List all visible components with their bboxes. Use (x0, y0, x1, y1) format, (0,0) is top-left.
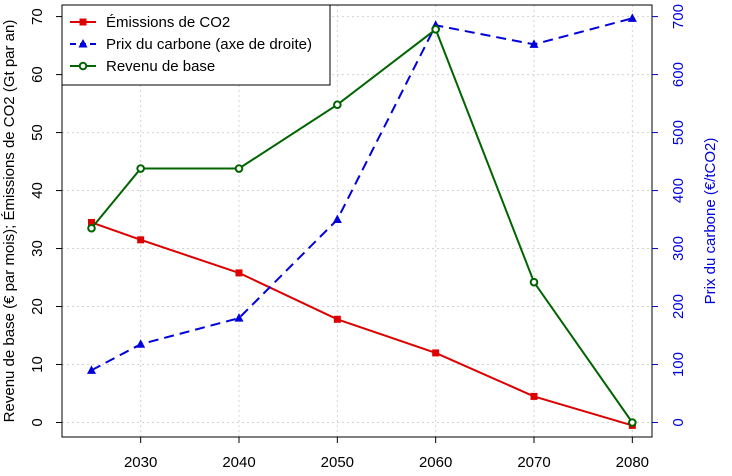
legend-marker (79, 18, 87, 26)
y2-tick-label: 700 (670, 4, 687, 29)
y-tick-label: 30 (29, 240, 46, 257)
series-basic-income-point (333, 100, 342, 110)
series-basic-income-point (628, 418, 637, 427)
series-layer (87, 13, 637, 429)
series-carbon-price-point (234, 313, 244, 322)
legend-box (61, 4, 331, 86)
y-tick-label: 60 (29, 66, 46, 83)
x-tick-label: 2030 (124, 454, 157, 471)
series-emissions-point (530, 392, 538, 400)
series-basic-income-point (234, 164, 244, 173)
series-carbon-price-point (627, 13, 637, 22)
y-tick-label: 20 (29, 298, 46, 315)
x-tick-label: 2080 (616, 454, 649, 471)
legend-label-basic-income: Revenu de base (106, 58, 215, 75)
series-emissions-point (137, 236, 145, 244)
x-tick-label: 2040 (222, 454, 255, 471)
y2-tick-label: 200 (670, 294, 687, 319)
series-emissions-point (235, 269, 243, 277)
series-carbon-price-point (136, 339, 146, 348)
y2-tick-label: 400 (670, 178, 687, 203)
series-basic-income-point (529, 277, 539, 287)
series-basic-income-point (87, 223, 96, 233)
y2-tick-label: 100 (670, 352, 687, 377)
y-tick-label: 40 (29, 182, 46, 199)
series-basic-income-point (136, 164, 145, 173)
y2-tick-label: 600 (670, 62, 687, 87)
series-basic-income-point (431, 25, 440, 34)
series-carbon-price-point (87, 365, 96, 374)
x-tick-label: 2050 (321, 454, 354, 471)
y-tick-label: 0 (29, 418, 46, 426)
legend-label-carbon-price: Prix du carbone (axe de droite) (106, 36, 312, 53)
y2-tick-label: 0 (670, 418, 687, 426)
x-tick-label: 2060 (419, 454, 452, 471)
series-basic-income (87, 25, 637, 427)
series-emissions-point (88, 218, 95, 226)
legend: Émissions de CO2 Prix du carbone (axe de… (61, 4, 331, 86)
y-tick-label: 10 (29, 356, 46, 373)
x-tick-label: 2070 (517, 454, 550, 471)
legend-marker (78, 61, 88, 71)
y2-axis-title: Prix du carbone (€/tCO2) (702, 138, 719, 305)
plot-frame (61, 4, 653, 438)
y2-tick-label: 500 (670, 120, 687, 145)
y-axis-title: Revenu de base (€ par mois); Émissions d… (1, 20, 18, 423)
axes: 2030 2040 2050 2060 2070 20800102030405060700… (29, 4, 687, 471)
y2-tick-label: 300 (670, 236, 687, 261)
series-emissions-point (333, 315, 341, 323)
legend-label-emissions: Émissions de CO2 (106, 14, 230, 31)
series-carbon-price-point (529, 39, 539, 48)
series-emissions-point (432, 349, 440, 357)
y-tick-label: 50 (29, 124, 46, 141)
y-tick-label: 70 (29, 8, 46, 25)
series-carbon-price-point (332, 214, 342, 224)
legend-marker (78, 39, 88, 48)
